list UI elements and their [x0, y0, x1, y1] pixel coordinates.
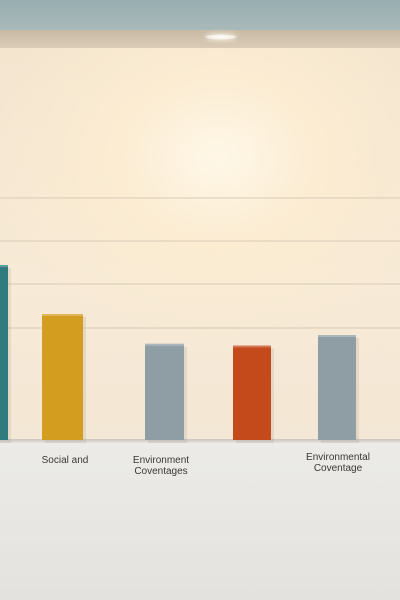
bar-environment-coventages-highlight: [145, 343, 184, 346]
bar-environmental-coventage: [318, 335, 356, 440]
bar-orange-highlight: [233, 345, 271, 348]
x-tick-label-social-and: Social and: [41, 455, 89, 466]
bar-social-and: [42, 314, 83, 440]
bar-environmental-coventage-highlight: [318, 335, 356, 337]
ceiling-downlight: [205, 34, 237, 40]
ceiling: [0, 0, 400, 30]
bar-teal: [0, 265, 8, 440]
gridlines: [0, 197, 400, 329]
bar-teal-highlight: [0, 265, 8, 267]
bar-orange: [233, 345, 271, 440]
bars: [0, 265, 359, 443]
baseline-ledge: [0, 439, 400, 443]
x-tick-label-environment-coventages: Environment Coventages: [132, 455, 190, 477]
x-tick-label-environmental-coventage: Environmental Coventage: [306, 452, 370, 474]
bar-environment-coventages: [145, 343, 184, 440]
lower-wall: [0, 442, 400, 600]
bar-social-and-highlight: [42, 314, 83, 316]
